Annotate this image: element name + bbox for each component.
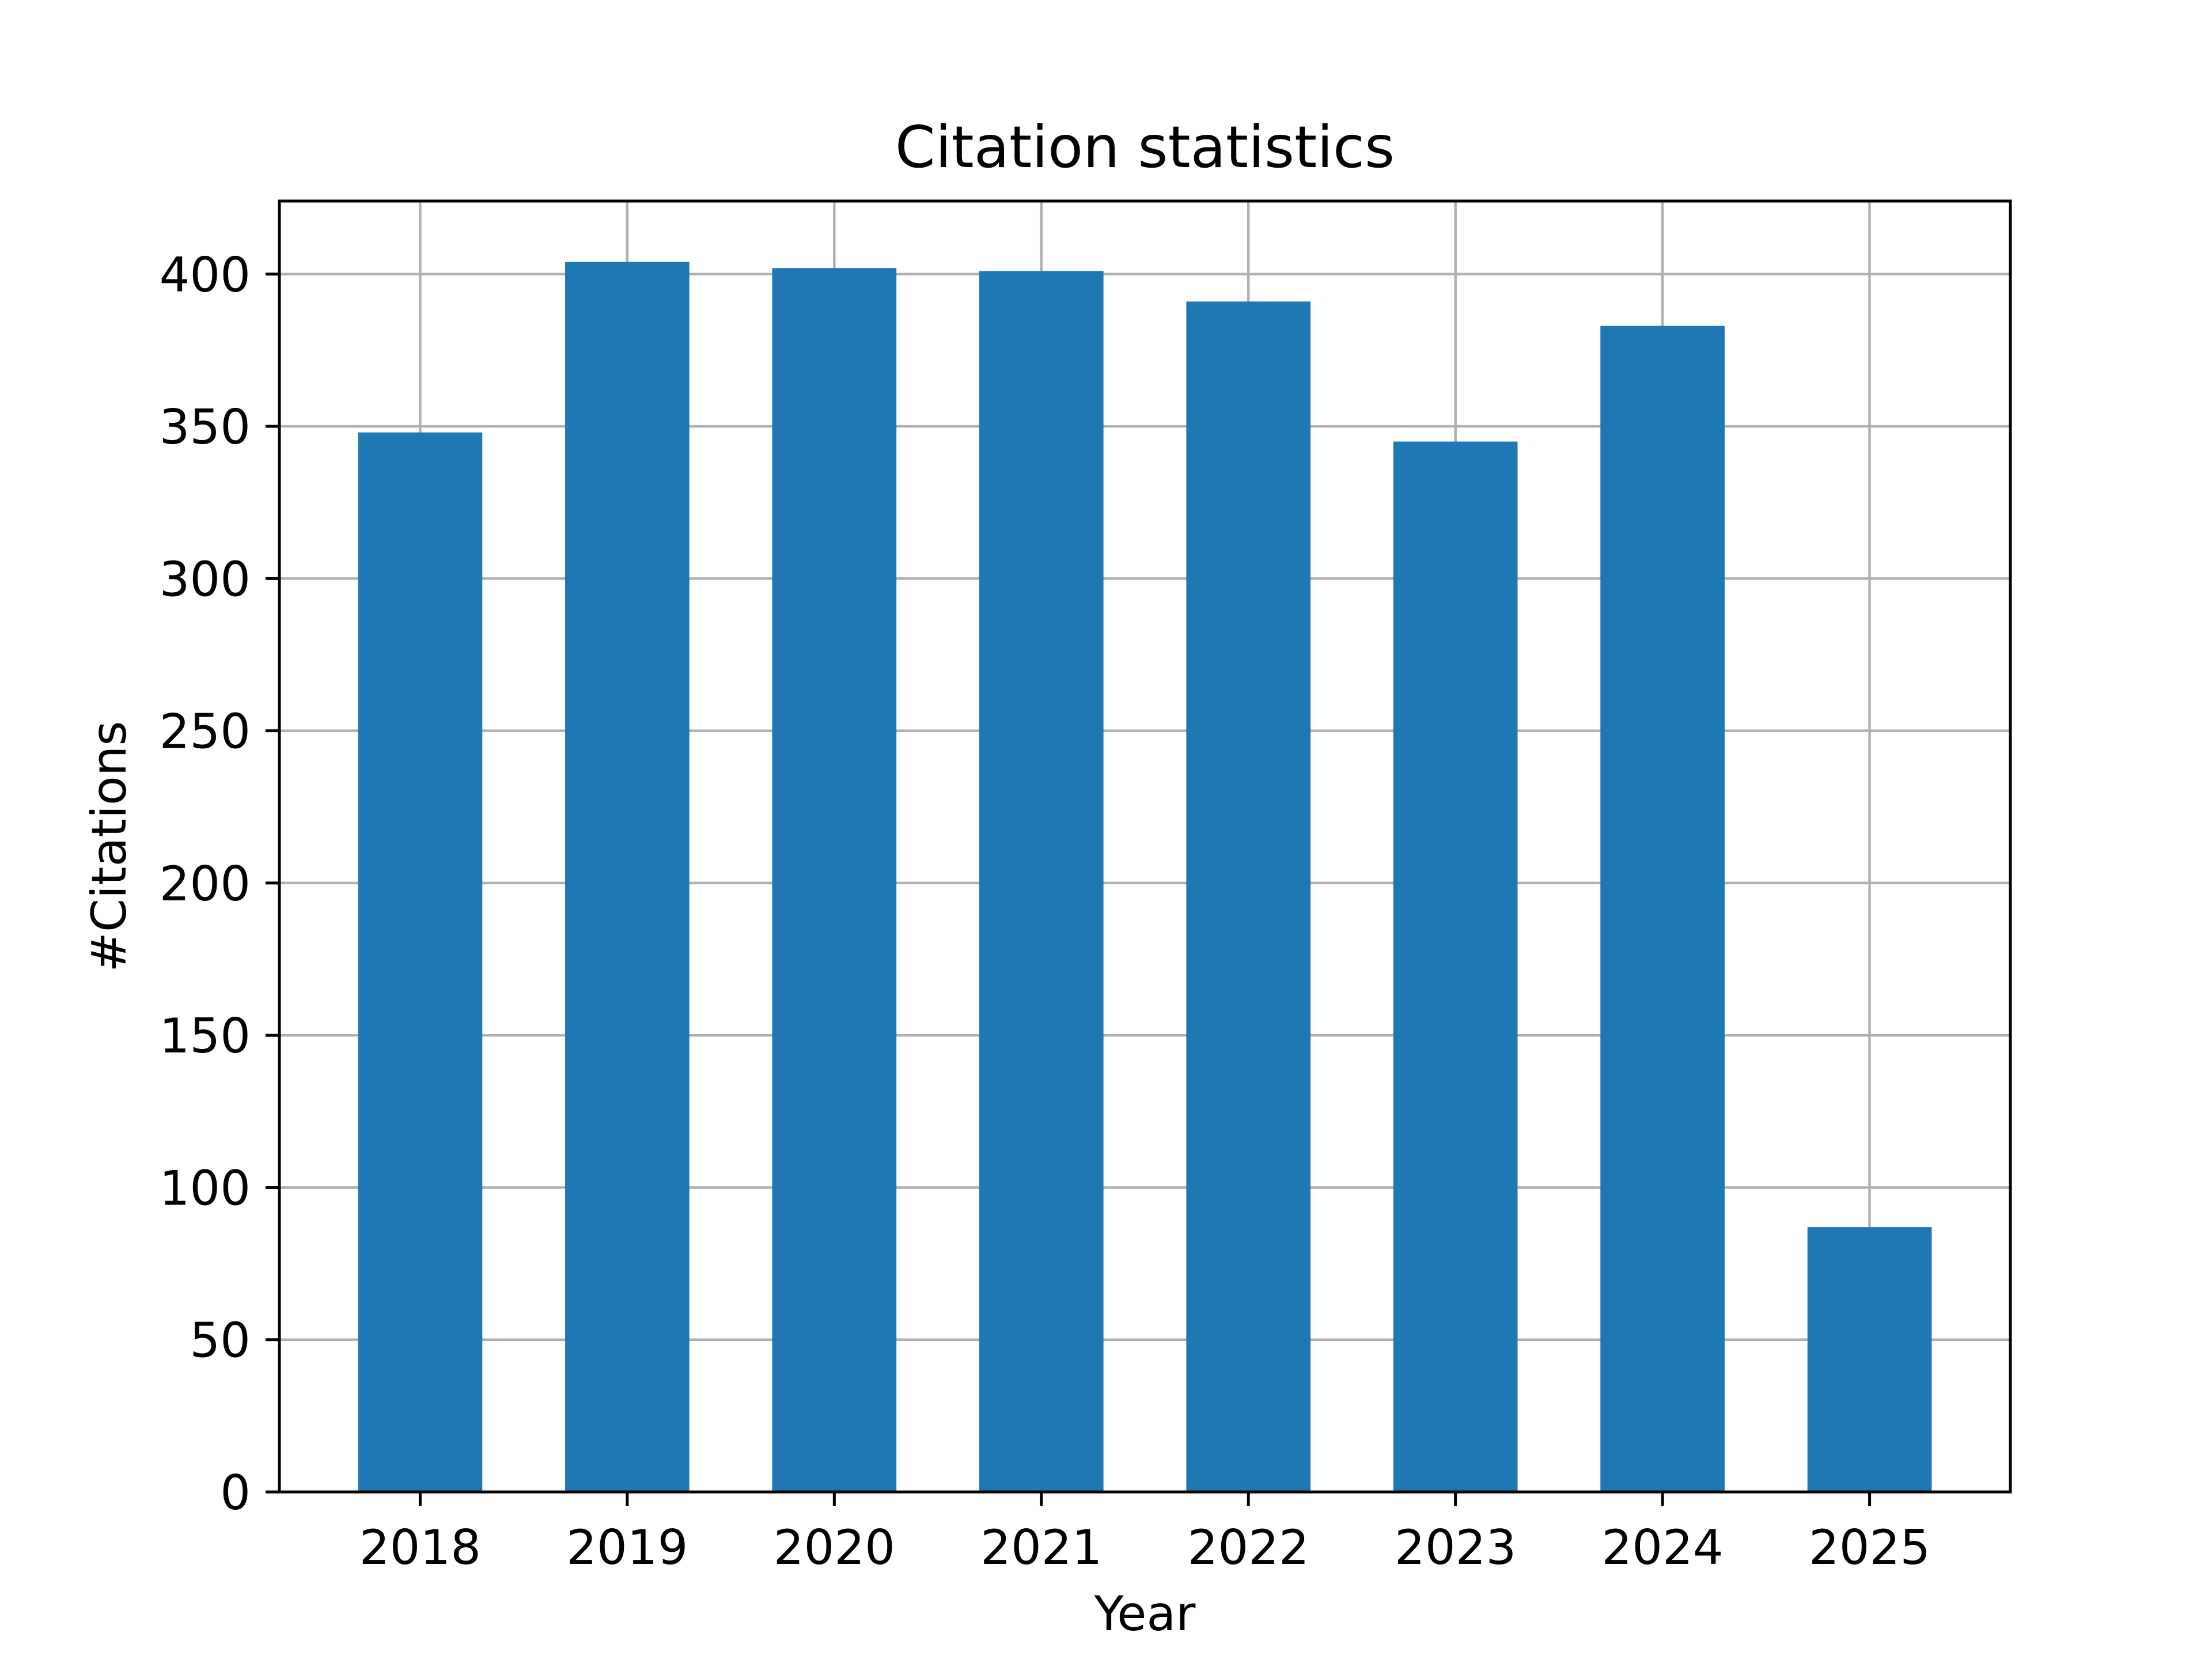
bar-2024 (1600, 325, 1725, 1493)
tick-layer: 2018 2019 2020 2021 2022 2023 2024 2025 0 50 100 15… (160, 247, 1931, 1575)
bar-layer (358, 262, 1932, 1493)
bar-2018 (358, 432, 483, 1492)
y-tick-label: 200 (160, 856, 251, 912)
bar-2022 (1186, 301, 1311, 1492)
y-tick-label: 250 (160, 704, 251, 760)
x-tick-label: 2019 (566, 1520, 688, 1575)
x-tick-label: 2018 (359, 1520, 481, 1575)
y-tick-label: 400 (160, 247, 251, 303)
bar-2019 (565, 262, 690, 1493)
y-tick-label: 100 (160, 1160, 251, 1216)
y-axis-label: #Citations (81, 721, 137, 972)
x-tick-label: 2024 (1602, 1520, 1724, 1575)
x-tick-label: 2023 (1395, 1520, 1516, 1575)
y-tick-label: 350 (160, 399, 251, 455)
x-tick-label: 2025 (1809, 1520, 1930, 1575)
y-tick-label: 0 (220, 1465, 251, 1521)
bar-2021 (979, 271, 1104, 1492)
y-tick-label: 150 (160, 1008, 251, 1064)
bar-2023 (1393, 441, 1518, 1492)
bar-2025 (1807, 1227, 1932, 1492)
bar-2020 (772, 268, 897, 1492)
x-axis-label: Year (1094, 1586, 1196, 1642)
x-tick-label: 2022 (1188, 1520, 1309, 1575)
axes-frame (278, 199, 2012, 1494)
grid-layer (279, 201, 2010, 1494)
chart-title: Citation statistics (895, 113, 1395, 181)
y-tick-label: 300 (160, 551, 251, 607)
y-tick-label: 50 (190, 1313, 251, 1369)
x-tick-label: 2021 (980, 1520, 1102, 1575)
x-tick-label: 2020 (774, 1520, 895, 1575)
